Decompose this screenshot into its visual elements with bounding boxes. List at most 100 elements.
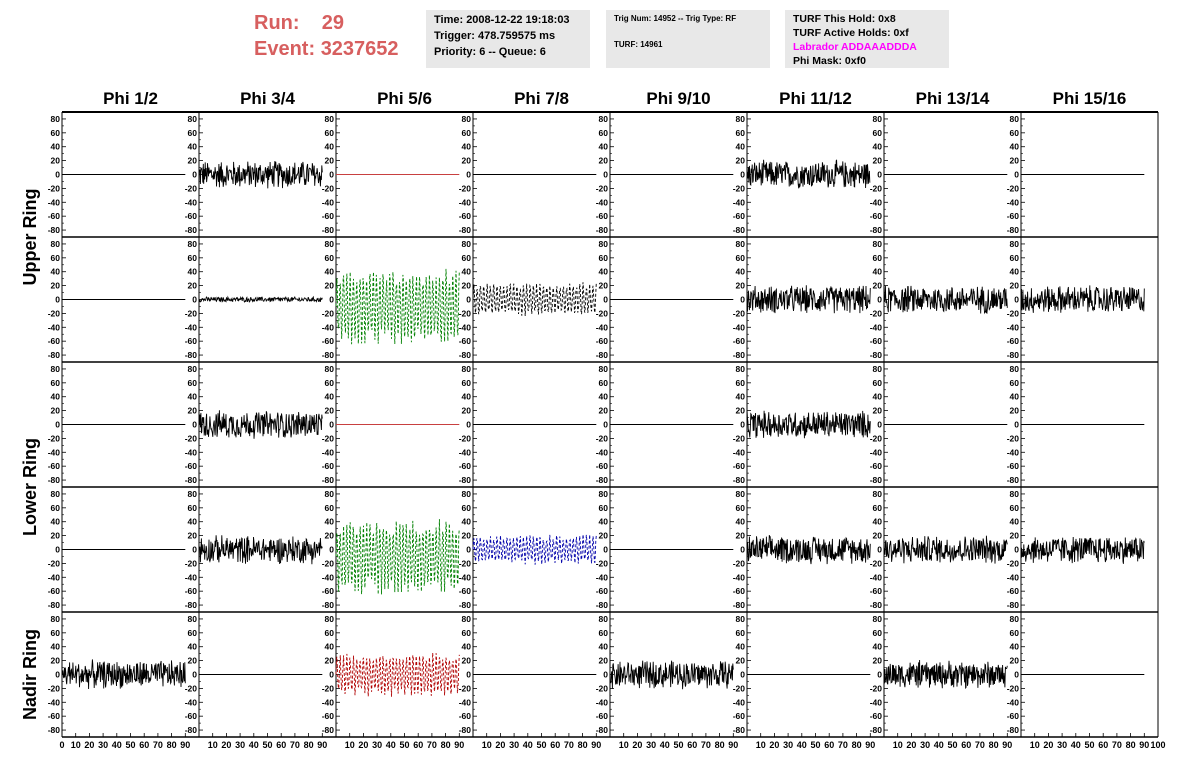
- y-tick-label: -20: [459, 433, 472, 443]
- y-tick-label: 0: [877, 670, 882, 680]
- y-tick-label: 0: [466, 545, 471, 555]
- y-tick-label: 60: [873, 628, 883, 638]
- y-tick-label: 40: [462, 267, 472, 277]
- y-tick-label: -60: [596, 211, 609, 221]
- y-tick-label: -80: [1007, 350, 1020, 360]
- y-tick-label: 20: [325, 156, 335, 166]
- y-tick-label: 40: [325, 392, 335, 402]
- y-tick-label: 20: [599, 656, 609, 666]
- y-tick-label: -40: [322, 322, 335, 332]
- x-tick-label: 70: [701, 740, 711, 750]
- y-tick-label: 40: [1010, 392, 1020, 402]
- y-tick-label: -80: [459, 475, 472, 485]
- y-tick-label: -80: [596, 725, 609, 735]
- y-tick-label: -80: [459, 350, 472, 360]
- run-event-label: Run: 29 Event: 3237652: [254, 10, 399, 62]
- y-tick-label: 60: [1010, 253, 1020, 263]
- run-value: 29: [321, 12, 345, 34]
- y-tick-label: 40: [325, 267, 335, 277]
- y-tick-label: 40: [736, 392, 746, 402]
- x-tick-label: 90: [1139, 740, 1149, 750]
- y-tick-label: -40: [48, 697, 61, 707]
- y-tick-label: -80: [733, 225, 746, 235]
- y-tick-label: 0: [466, 670, 471, 680]
- y-tick-label: -40: [733, 572, 746, 582]
- y-tick-label: -40: [1007, 572, 1020, 582]
- y-tick-label: -60: [733, 461, 746, 471]
- y-tick-label: -40: [322, 447, 335, 457]
- y-tick-label: 20: [736, 656, 746, 666]
- y-tick-label: 80: [1010, 364, 1020, 374]
- waveform-trace: [883, 285, 1008, 315]
- x-tick-label: 70: [153, 740, 163, 750]
- y-tick-label: 0: [192, 170, 197, 180]
- y-tick-label: 0: [329, 170, 334, 180]
- y-tick-label: 20: [1010, 531, 1020, 541]
- y-tick-label: 60: [873, 253, 883, 263]
- y-tick-label: -20: [733, 308, 746, 318]
- y-tick-label: -80: [870, 225, 883, 235]
- y-tick-label: 20: [599, 156, 609, 166]
- y-tick-label: 60: [736, 503, 746, 513]
- x-tick-label: 30: [509, 740, 519, 750]
- y-tick-label: -60: [48, 711, 61, 721]
- waveform-trace: [746, 409, 871, 439]
- x-tick-label: 20: [495, 740, 505, 750]
- y-tick-label: 80: [51, 614, 61, 624]
- y-tick-label: -40: [185, 697, 198, 707]
- y-tick-label: 20: [325, 531, 335, 541]
- x-tick-label: 20: [84, 740, 94, 750]
- x-tick-label: 30: [920, 740, 930, 750]
- y-tick-label: 0: [466, 420, 471, 430]
- y-tick-label: -40: [733, 197, 746, 207]
- x-tick-label: 90: [728, 740, 738, 750]
- y-tick-label: 20: [325, 406, 335, 416]
- y-tick-label: 40: [188, 392, 198, 402]
- x-tick-label: 40: [523, 740, 533, 750]
- y-tick-label: 60: [462, 628, 472, 638]
- y-tick-label: -80: [733, 350, 746, 360]
- y-tick-label: 80: [736, 114, 746, 124]
- y-tick-label: 80: [1010, 239, 1020, 249]
- x-tick-label: 40: [1071, 740, 1081, 750]
- y-tick-label: -80: [322, 600, 335, 610]
- y-tick-label: 60: [462, 378, 472, 388]
- y-tick-label: -40: [596, 697, 609, 707]
- trigger-info-box: Trig Num: 14952 -- Trig Type: RF TURF: 1…: [606, 10, 770, 68]
- y-tick-label: -80: [1007, 600, 1020, 610]
- turf-this-hold-text: TURF This Hold: 0x8: [793, 13, 896, 25]
- y-tick-label: -20: [870, 558, 883, 568]
- y-tick-label: -80: [459, 225, 472, 235]
- y-tick-label: -20: [48, 308, 61, 318]
- y-tick-label: 60: [873, 503, 883, 513]
- y-tick-label: 40: [51, 517, 61, 527]
- y-tick-label: 0: [329, 295, 334, 305]
- y-tick-label: 20: [462, 656, 472, 666]
- y-tick-label: -20: [459, 683, 472, 693]
- y-tick-label: 80: [462, 114, 472, 124]
- y-tick-label: -20: [870, 683, 883, 693]
- y-tick-label: -40: [48, 572, 61, 582]
- y-tick-label: 80: [736, 239, 746, 249]
- y-tick-label: -20: [322, 183, 335, 193]
- phi-mask-text: Phi Mask: 0xf0: [793, 55, 866, 67]
- x-tick-label: 80: [989, 740, 999, 750]
- x-tick-label: 50: [125, 740, 135, 750]
- y-tick-label: 40: [188, 142, 198, 152]
- y-tick-label: 80: [873, 114, 883, 124]
- y-tick-label: 60: [188, 628, 198, 638]
- y-tick-label: 60: [51, 503, 61, 513]
- y-tick-label: -80: [596, 225, 609, 235]
- x-tick-label: 50: [536, 740, 546, 750]
- y-tick-label: 40: [325, 517, 335, 527]
- y-tick-label: -60: [459, 336, 472, 346]
- y-tick-label: -20: [596, 183, 609, 193]
- y-tick-label: -20: [596, 558, 609, 568]
- y-tick-label: 20: [599, 406, 609, 416]
- y-tick-label: 40: [873, 517, 883, 527]
- y-tick-label: 60: [873, 378, 883, 388]
- y-tick-label: 40: [873, 267, 883, 277]
- y-tick-label: 0: [603, 295, 608, 305]
- x-tick-label: 20: [358, 740, 368, 750]
- y-tick-label: -60: [459, 461, 472, 471]
